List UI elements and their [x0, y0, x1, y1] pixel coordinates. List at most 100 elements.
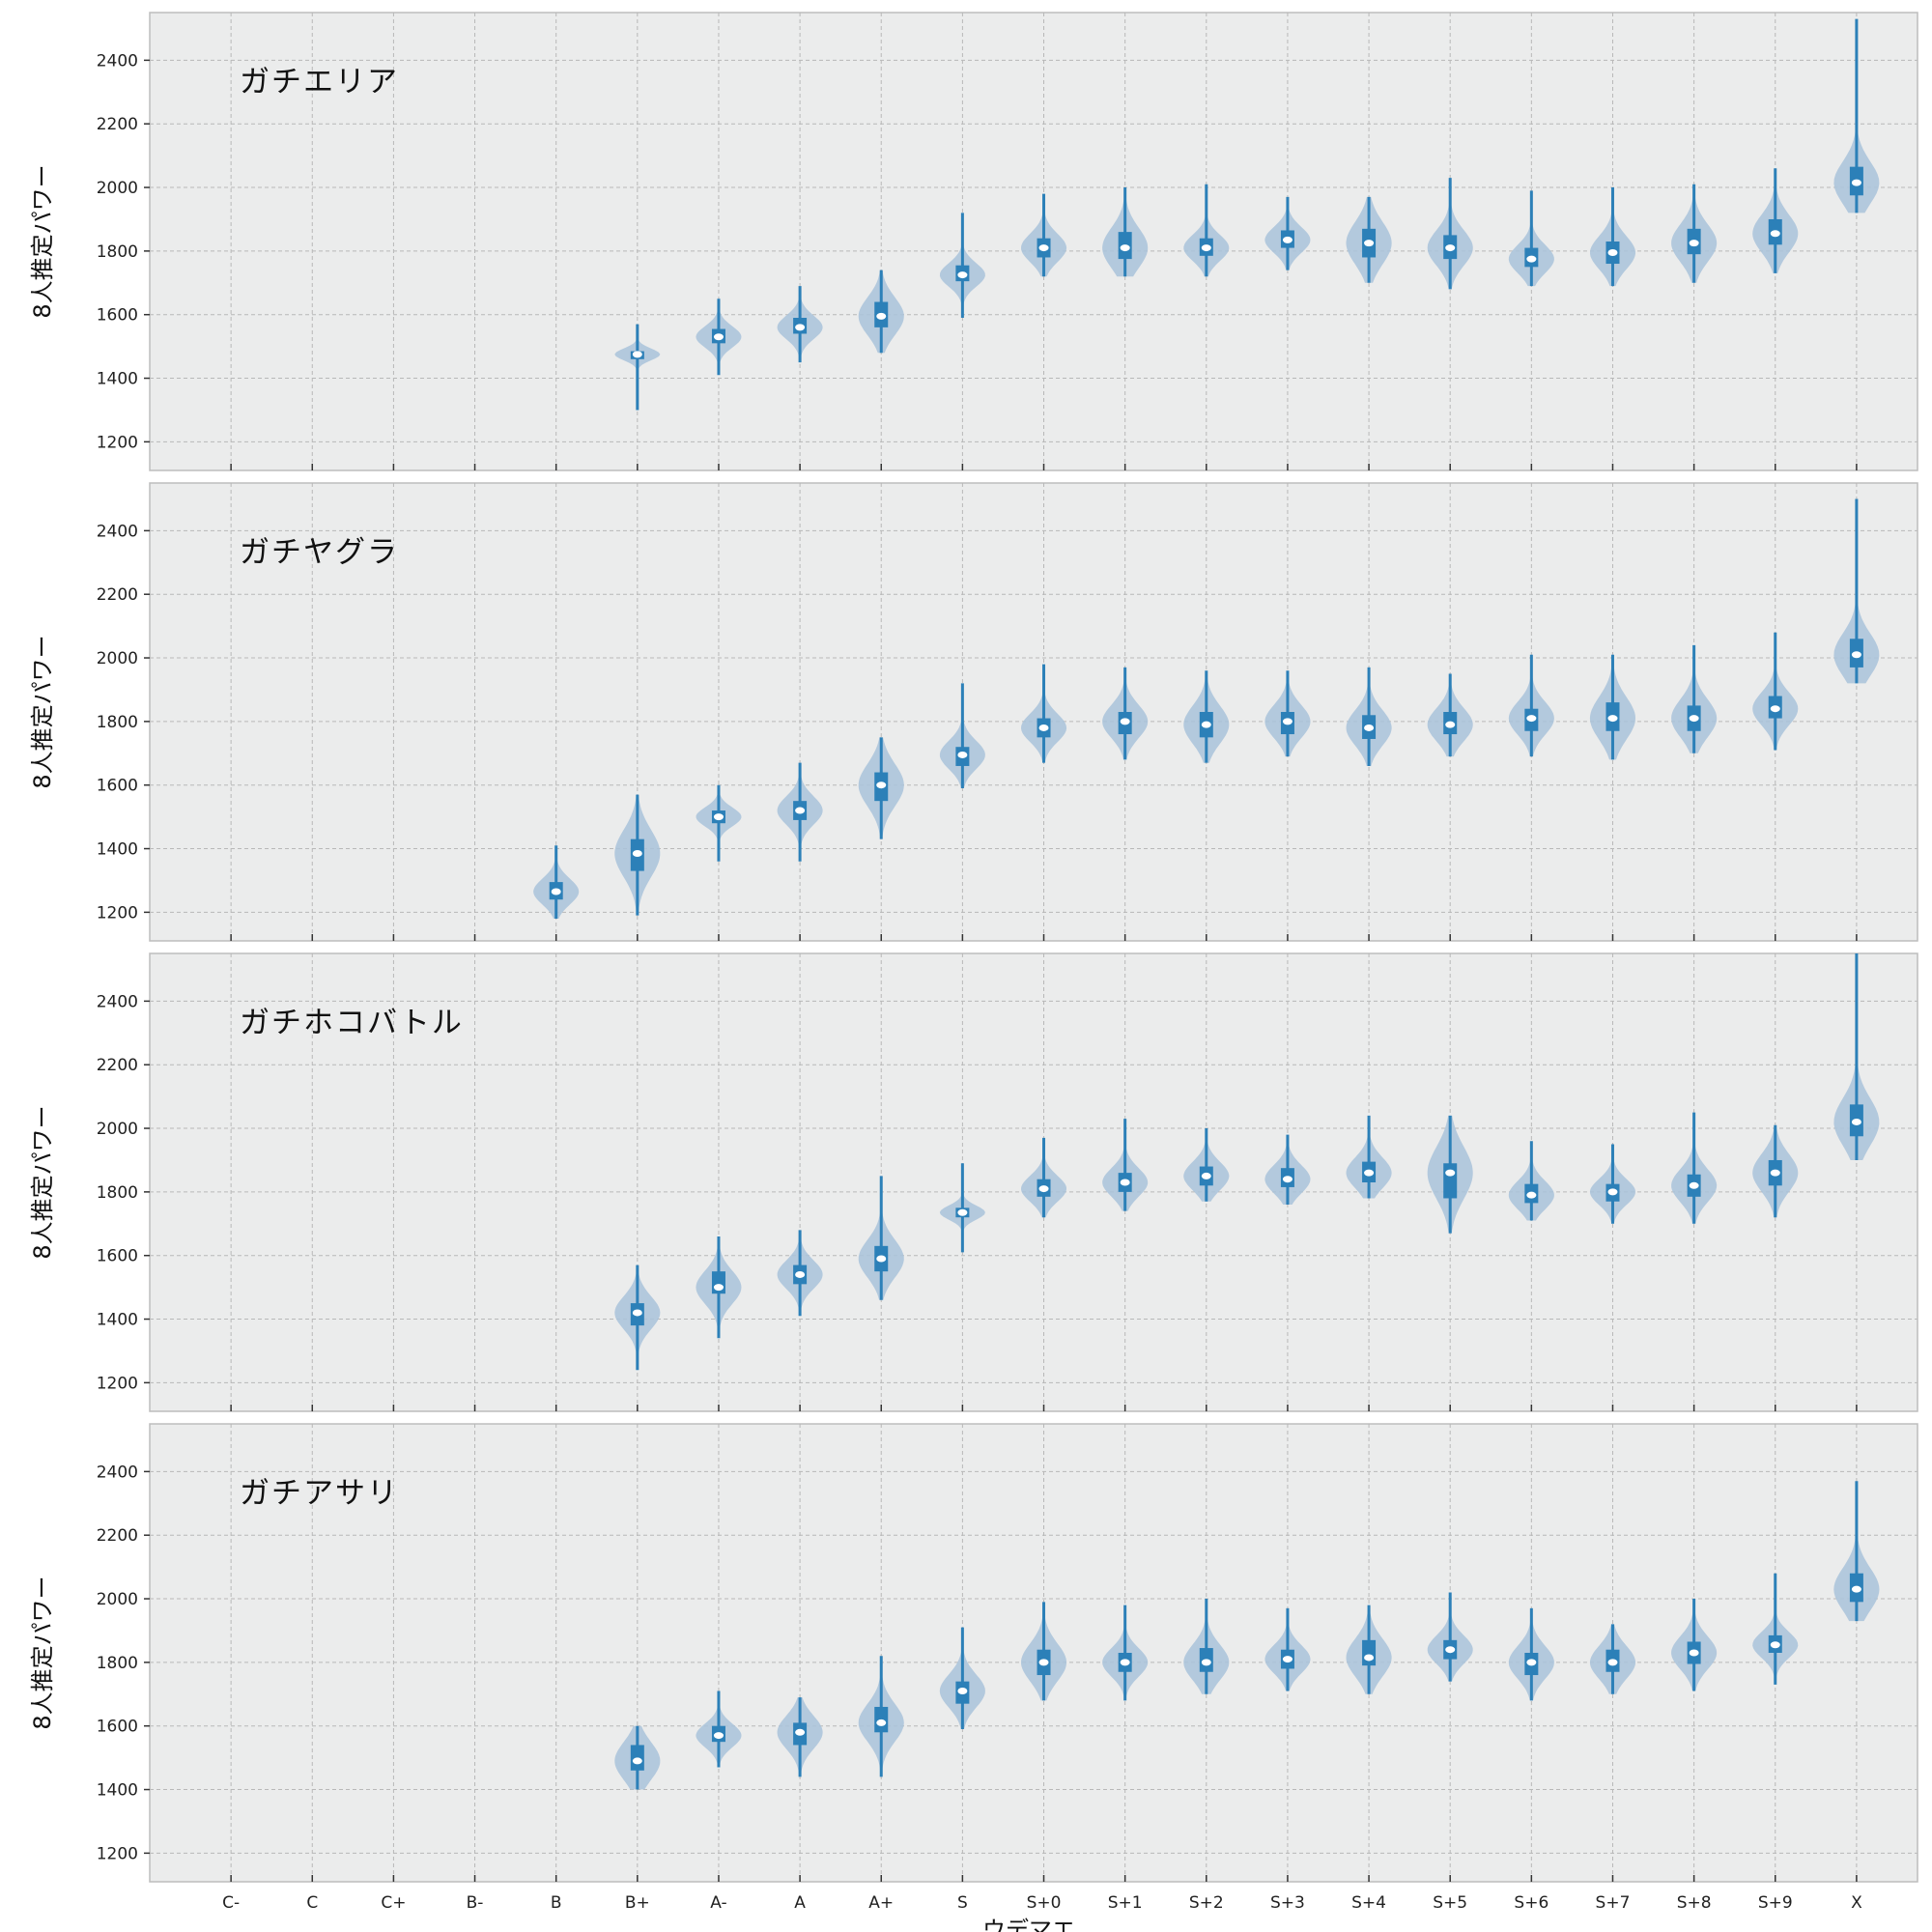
x-tick-label: C: [306, 1893, 318, 1913]
violin-B+: [614, 794, 661, 916]
panel-title: ガチホコバトル: [240, 1006, 464, 1040]
violin-A+: [858, 737, 904, 839]
violin-median: [1038, 1185, 1049, 1193]
violin-S+2: [1183, 1128, 1230, 1202]
violin-S: [939, 1627, 985, 1729]
x-tick-label: S+9: [1758, 1893, 1793, 1913]
panel-title: ガチエリア: [240, 65, 399, 99]
violin-B+: [614, 1264, 661, 1371]
y-tick-label: 1800: [97, 1183, 138, 1203]
violin-median: [1445, 1646, 1456, 1654]
violin-median: [1120, 1659, 1130, 1666]
violin-median: [1526, 255, 1537, 263]
y-tick-label: 2400: [97, 1463, 138, 1482]
violin-S+1: [1102, 1605, 1149, 1701]
y-tick-label: 2400: [97, 51, 138, 71]
violin-A+: [858, 270, 904, 354]
x-tick-label: B-: [467, 1893, 484, 1913]
violin-S+4: [1346, 667, 1392, 766]
y-tick-label: 2200: [97, 585, 138, 605]
violin-S+2: [1183, 1599, 1230, 1694]
panel-title: ガチアサリ: [240, 1476, 399, 1511]
y-tick-label: 1200: [97, 1844, 138, 1863]
violin-S+5: [1427, 1592, 1473, 1682]
violin-median: [1120, 1179, 1130, 1186]
y-tick-label: 1400: [97, 1781, 138, 1801]
violin-median: [1770, 230, 1780, 238]
violin-median: [1770, 1641, 1780, 1649]
violin-median: [1851, 1118, 1861, 1125]
x-tick-label: A-: [710, 1893, 726, 1913]
y-tick-label: 2400: [97, 992, 138, 1011]
panel-3: 1200 1400 1600 1800 2000 2200 2400 8人推定パワー ガチホコバ…: [29, 952, 1918, 1412]
violin-median: [713, 813, 724, 821]
violin-median: [1445, 1169, 1456, 1177]
violin-median: [1770, 705, 1780, 713]
violin-A+: [858, 1176, 904, 1300]
violin-median: [1201, 721, 1211, 728]
panel-4: 1200 1400 1600 1800 2000 2200 2400 8人推定パワー ガチアサリ: [29, 1423, 1918, 1883]
y-axis-label: 8人推定パワー: [29, 164, 56, 318]
y-tick-label: 1800: [97, 242, 138, 262]
violin-median: [551, 888, 561, 895]
violin-S+0: [1021, 1137, 1066, 1218]
violin-S+1: [1102, 187, 1149, 277]
violin-median: [1851, 179, 1861, 186]
violin-X: [1833, 1481, 1880, 1622]
violin-S+1: [1102, 1119, 1149, 1211]
violin-median: [1038, 1659, 1049, 1666]
violin-A+: [858, 1656, 904, 1777]
violin-median: [632, 1757, 642, 1765]
x-tick-label: S+1: [1108, 1893, 1143, 1913]
y-tick-label: 1600: [97, 306, 138, 326]
violin-B+: [614, 324, 661, 411]
panel-2: 1200 1400 1600 1800 2000 2200 2400 8人推定パワー ガチヤグラ: [29, 482, 1918, 942]
y-axis-label: 8人推定パワー: [29, 1105, 56, 1259]
x-tick-label: A: [794, 1893, 806, 1913]
violin-median: [1607, 715, 1618, 723]
violin-median: [1445, 244, 1456, 252]
violin-median: [1689, 1649, 1699, 1657]
y-tick-label: 2200: [97, 115, 138, 134]
violin-median: [1038, 244, 1049, 252]
violin-median: [957, 271, 968, 279]
violin-X: [1833, 498, 1880, 684]
violin-S+9: [1752, 168, 1799, 273]
violin-S+8: [1671, 644, 1718, 753]
x-tick-label: B: [551, 1893, 562, 1913]
violin-median: [1038, 724, 1049, 731]
violin-iqr-box: [1443, 1163, 1458, 1199]
y-tick-label: 1800: [97, 1654, 138, 1673]
violin-S+7: [1589, 654, 1635, 760]
violin-median: [1607, 1188, 1618, 1196]
x-tick-label: S+3: [1270, 1893, 1305, 1913]
violin-S+0: [1021, 1602, 1066, 1701]
violin-X: [1833, 18, 1880, 213]
violin-S+3: [1264, 1134, 1311, 1206]
violin-median: [1282, 236, 1293, 243]
y-tick-label: 1600: [97, 1247, 138, 1266]
violin-iqr-box: [1362, 1639, 1377, 1666]
violin-median: [632, 351, 642, 358]
violin-S: [939, 213, 985, 318]
violin-S+2: [1183, 670, 1230, 763]
violin-median: [795, 324, 806, 331]
violin-median: [1364, 240, 1375, 247]
y-tick-label: 2000: [97, 1590, 138, 1609]
violin-S+3: [1264, 196, 1311, 270]
y-tick-label: 2000: [97, 179, 138, 198]
violin-S+9: [1752, 632, 1799, 751]
violin-median: [957, 751, 968, 758]
violin-median: [795, 1270, 806, 1278]
violin-S+8: [1671, 1112, 1718, 1224]
violin-median: [1282, 718, 1293, 725]
y-tick-label: 1600: [97, 1718, 138, 1737]
violin-A: [777, 1697, 823, 1777]
violin-median: [1689, 240, 1699, 247]
violin-A: [777, 762, 823, 862]
violin-S+6: [1508, 1141, 1554, 1221]
y-tick-label: 1800: [97, 713, 138, 732]
y-tick-label: 2000: [97, 1120, 138, 1139]
violin-median: [1364, 1169, 1375, 1177]
violin-median: [1851, 651, 1861, 659]
